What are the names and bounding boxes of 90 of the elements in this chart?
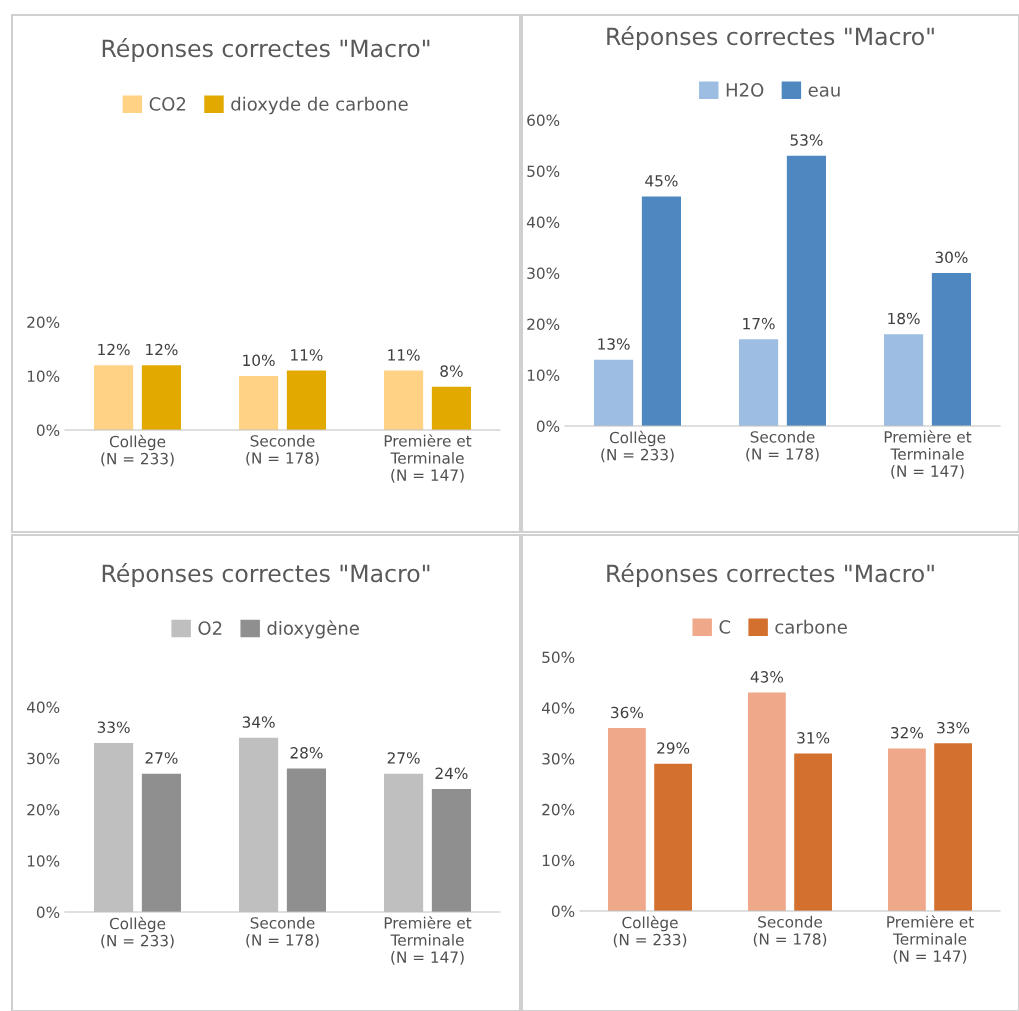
bar xyxy=(141,365,181,430)
data-label: 13% xyxy=(598,338,630,350)
bar xyxy=(94,365,134,430)
data-label: 34% xyxy=(242,716,275,728)
y-tick-label: 0% xyxy=(36,424,60,437)
chart-title: Réponses correctes "Macro" xyxy=(607,26,934,50)
x-tick-label: Première et Terminale (N = 147) xyxy=(887,915,974,964)
data-label: 31% xyxy=(797,732,830,744)
x-tick-label: Collège (N = 233) xyxy=(601,430,674,463)
data-label: 12% xyxy=(98,343,130,356)
x-tick-label: Collège (N = 233) xyxy=(101,916,174,949)
bar xyxy=(286,370,326,430)
data-label: 29% xyxy=(657,742,690,754)
bar xyxy=(239,376,279,430)
y-tick-label: 30% xyxy=(527,267,560,280)
y-tick-label: 40% xyxy=(26,701,60,714)
y-tick-label: 40% xyxy=(526,216,560,229)
y-tick-label: 0% xyxy=(536,420,560,433)
bar xyxy=(594,359,634,426)
y-tick-label: 10% xyxy=(27,855,60,867)
y-tick-label: 30% xyxy=(542,753,575,765)
bar xyxy=(384,370,424,430)
x-tick-label: Première et Terminale (N = 147) xyxy=(384,916,472,965)
y-tick-label: 30% xyxy=(27,752,60,765)
x-tick-label: Collège (N = 233) xyxy=(101,434,174,467)
bar xyxy=(786,155,826,426)
bar xyxy=(934,743,972,911)
data-label: 18% xyxy=(888,312,920,325)
bar xyxy=(748,692,786,911)
legend-label: O2 xyxy=(198,621,222,635)
data-label: 36% xyxy=(611,706,644,719)
data-label: 11% xyxy=(291,349,323,361)
data-label: 27% xyxy=(145,752,178,764)
bar xyxy=(431,386,471,430)
data-label: 24% xyxy=(435,767,468,780)
x-tick-label: Seconde (N = 178) xyxy=(746,430,819,462)
bar xyxy=(431,789,471,912)
chart-title: Réponses correctes "Macro" xyxy=(102,563,430,587)
y-tick-label: 0% xyxy=(551,905,575,918)
bar xyxy=(884,334,924,426)
legend-label: CO2 xyxy=(149,97,186,111)
bar xyxy=(286,768,326,912)
y-tick-label: 10% xyxy=(527,369,560,382)
y-tick-label: 50% xyxy=(527,165,560,178)
bar xyxy=(641,196,681,426)
data-label: 33% xyxy=(97,721,130,733)
x-tick-label: Seconde (N = 178) xyxy=(753,915,827,947)
data-label: 45% xyxy=(645,175,678,187)
legend-label: carbone xyxy=(775,619,847,634)
x-tick-label: Seconde (N = 178) xyxy=(246,916,319,948)
y-tick-label: 0% xyxy=(36,906,60,919)
y-tick-label: 20% xyxy=(527,318,560,331)
data-label: 30% xyxy=(935,251,968,264)
data-label: 27% xyxy=(387,752,420,764)
x-tick-label: Première et Terminale (N = 147) xyxy=(884,430,972,479)
data-label: 10% xyxy=(243,354,275,367)
bar xyxy=(794,753,832,911)
bar xyxy=(888,748,926,911)
legend-label: dioxygène xyxy=(267,620,359,639)
legend-label: H2O xyxy=(726,83,764,97)
legend-label: C xyxy=(719,620,731,634)
chart-title: Réponses correctes "Macro" xyxy=(102,38,430,62)
x-tick-label: Collège (N = 233) xyxy=(613,915,687,948)
data-label: 11% xyxy=(388,349,420,361)
y-tick-label: 40% xyxy=(541,702,575,714)
bar xyxy=(654,763,692,911)
data-label: 32% xyxy=(891,726,924,739)
bar xyxy=(608,728,646,911)
legend-label: eau xyxy=(808,86,840,97)
data-label: 12% xyxy=(146,343,178,356)
data-label: 53% xyxy=(790,134,823,146)
data-label: 8% xyxy=(440,365,463,377)
data-label: 33% xyxy=(937,721,970,734)
bar xyxy=(739,339,779,426)
y-tick-label: 10% xyxy=(542,854,575,867)
y-tick-label: 10% xyxy=(27,370,60,383)
legend-label: dioxyde de carbone xyxy=(231,96,408,115)
y-tick-label: 60% xyxy=(527,114,560,127)
data-label: 43% xyxy=(750,671,784,683)
data-label: 28% xyxy=(290,747,323,759)
bar xyxy=(141,773,181,912)
y-tick-label: 20% xyxy=(27,803,60,816)
chart-title: Réponses correctes "Macro" xyxy=(607,563,934,587)
x-tick-label: Seconde (N = 178) xyxy=(246,434,319,466)
y-tick-label: 50% xyxy=(542,651,575,664)
data-label: 17% xyxy=(743,317,775,330)
x-tick-label: Première et Terminale (N = 147) xyxy=(384,434,472,483)
y-tick-label: 20% xyxy=(542,803,575,816)
bar xyxy=(931,273,971,426)
y-tick-label: 20% xyxy=(27,316,60,329)
